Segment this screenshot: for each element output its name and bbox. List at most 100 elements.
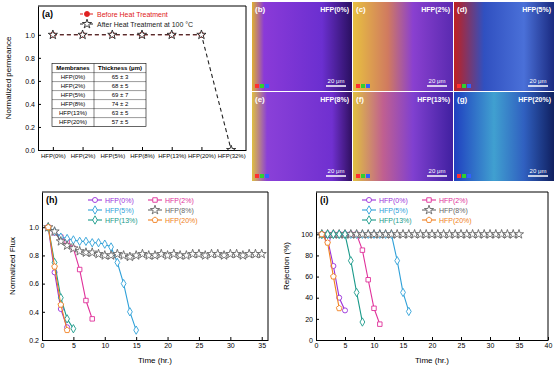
- legend-marker: [93, 216, 98, 224]
- y-tick-mark: [38, 58, 41, 59]
- y-tick-mark: [38, 127, 41, 128]
- legend-label: HFP(13%): [379, 217, 412, 225]
- legend-marker: [427, 198, 431, 202]
- data-point: [342, 308, 347, 313]
- y-tick: 0.4: [25, 101, 41, 108]
- chart-panel: 0204060801000510152025303540Rejection (%…: [282, 192, 552, 365]
- legend-label: HFP(5%): [105, 207, 134, 215]
- data-point: [50, 227, 59, 236]
- x-tick-label: 35: [258, 342, 266, 349]
- legend-label: HFP(0%): [105, 197, 134, 205]
- figure: 0.00.20.40.60.81.0HFP(0%)HFP(2%)HFP(5%)H…: [0, 0, 554, 374]
- legend-marker: [424, 205, 433, 214]
- data-point: [336, 305, 342, 310]
- channel-icon: [457, 84, 461, 88]
- y-tick: 60: [305, 273, 319, 280]
- y-axis: 0.20.40.60.81.0: [29, 193, 45, 344]
- micrograph-image: [353, 92, 453, 181]
- panel-label: (g): [457, 95, 468, 104]
- legend-item: HFP(0%): [88, 197, 134, 205]
- x-tick-label: 25: [458, 342, 466, 349]
- x-tick-mark: [201, 147, 202, 150]
- micrograph: (c)HFP(2%)20 μm: [353, 2, 453, 91]
- x-tick-mark: [230, 337, 231, 340]
- table-cell: HFP(5%): [61, 92, 86, 98]
- y-axis-line: [38, 7, 39, 151]
- data-point: [137, 30, 146, 39]
- y-axis-line: [42, 193, 43, 341]
- x-tick-mark: [83, 147, 84, 150]
- legend-marker: [367, 206, 372, 214]
- table-cell: HFP(20%): [59, 119, 87, 125]
- series-line: [322, 234, 339, 308]
- y-tick-label: 60: [305, 273, 313, 280]
- y-axis-title: Rejection (%): [282, 242, 291, 290]
- data-point: [343, 230, 348, 238]
- series-line: [322, 234, 345, 310]
- x-tick-label: HFP(0%): [41, 153, 66, 159]
- x-tick-mark: [461, 337, 462, 340]
- legend-marker: [150, 205, 159, 214]
- scale-bar: [427, 175, 447, 177]
- y-tick: 0.6: [25, 78, 41, 85]
- channel-icon: [467, 174, 471, 178]
- micrograph-image: [252, 92, 352, 181]
- chart-panel: 0.20.40.60.81.005101520253035Normalized …: [8, 192, 269, 365]
- scale-bar: [427, 85, 447, 87]
- data-point: [90, 239, 95, 247]
- channel-icon: [467, 84, 471, 88]
- thickness-table: MembranesThickness (μm)HFP(0%)65 ± 3HFP(…: [52, 64, 146, 127]
- table-cell: 65 ± 3: [112, 74, 129, 80]
- scale-bar: [528, 85, 548, 87]
- legend-item: HFP(0%): [362, 197, 408, 205]
- table-cell: HFP(0%): [61, 74, 86, 80]
- y-axis-title: Normalized permeance: [4, 36, 13, 119]
- frame-top: [316, 192, 548, 193]
- x-tick: 25: [196, 337, 204, 349]
- data-point: [395, 257, 400, 265]
- panel-label: (a): [42, 9, 53, 19]
- x-tick: 20: [429, 337, 437, 349]
- data-point: [96, 239, 101, 247]
- scale-bar: [528, 175, 548, 177]
- x-tick-mark: [490, 337, 491, 340]
- y-tick-mark: [42, 227, 45, 228]
- legend-item: HFP(20%): [148, 217, 198, 225]
- table-cell: HFP(8%): [61, 101, 86, 107]
- y-axis-title: Normalized Flux: [8, 237, 17, 295]
- data-point: [52, 264, 58, 269]
- y-tick-mark: [316, 277, 319, 278]
- series-line: [48, 227, 67, 330]
- x-tick-mark: [548, 337, 549, 340]
- data-point: [71, 325, 76, 333]
- legend-item: Before Heat Treatment: [80, 11, 168, 18]
- legend-item: HFP(13%): [88, 216, 138, 225]
- x-tick-mark: [345, 337, 346, 340]
- micrograph-image: [454, 92, 554, 181]
- series-line: [48, 227, 136, 330]
- data-point: [378, 322, 382, 326]
- y-tick-label: 0.8: [29, 252, 39, 259]
- table-cell: 68 ± 5: [112, 83, 129, 89]
- x-tick-mark: [172, 147, 173, 150]
- legend-label: HFP(13%): [105, 217, 138, 225]
- data-point: [360, 248, 364, 252]
- micrograph-label: HFP(5%): [522, 6, 551, 14]
- data-point: [115, 258, 120, 266]
- y-tick-label: 0.8: [25, 55, 35, 62]
- x-tick-label: HFP(13%): [158, 153, 186, 159]
- panel-label: (d): [457, 5, 468, 14]
- data-point: [108, 30, 117, 39]
- data-point: [325, 240, 331, 245]
- micrograph: (d)HFP(5%)20 μm: [454, 2, 554, 91]
- data-point: [78, 30, 87, 39]
- data-point: [48, 30, 57, 39]
- scale-bar-label: 20 μm: [530, 168, 547, 174]
- channel-icon: [366, 84, 370, 88]
- y-tick-mark: [42, 284, 45, 285]
- data-point: [46, 225, 50, 229]
- table-rule: [52, 99, 146, 100]
- table-rule: [52, 117, 146, 118]
- legend-marker: [84, 11, 89, 16]
- y-tick: 0.8: [25, 55, 41, 62]
